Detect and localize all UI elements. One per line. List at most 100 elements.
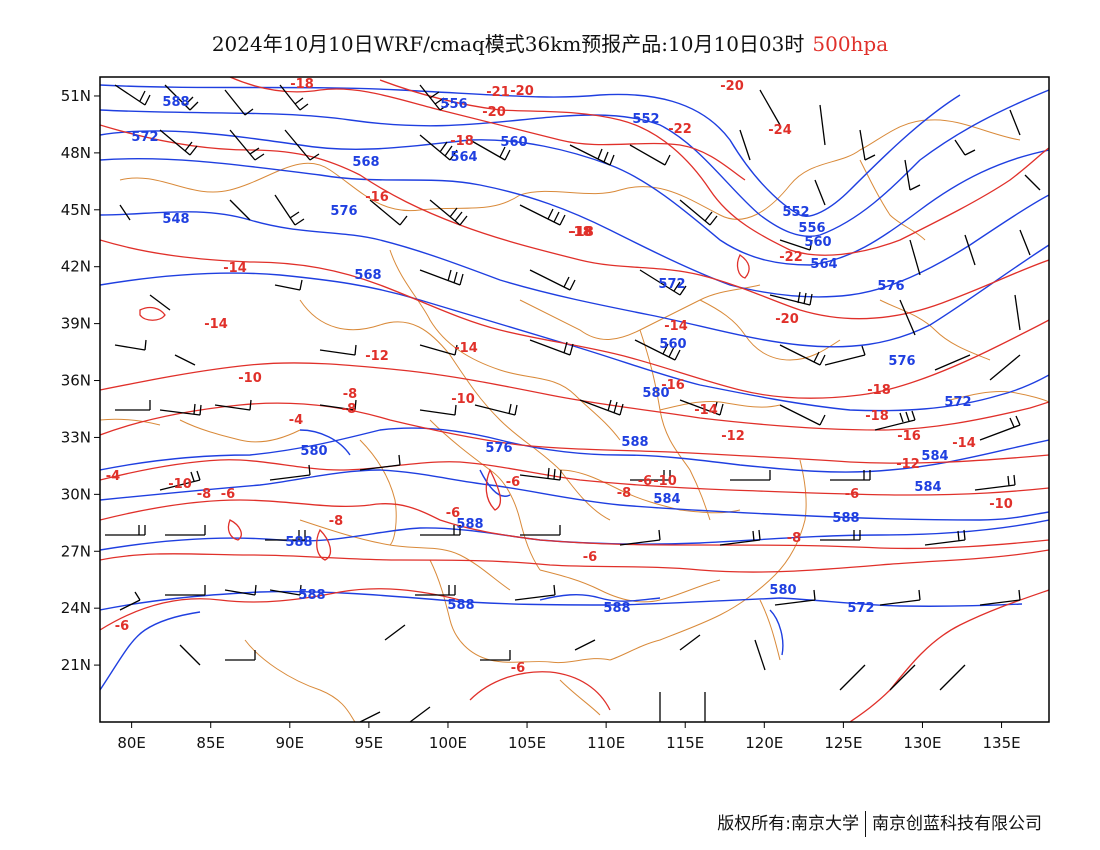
wind-barb xyxy=(719,529,761,546)
height-label: 584 xyxy=(921,449,948,464)
wind-barb xyxy=(159,403,202,416)
temperature-label: -10 xyxy=(168,477,192,492)
height-label: 548 xyxy=(162,212,189,227)
wind-barb xyxy=(630,470,671,481)
lon-tick-label: 135E xyxy=(982,734,1020,752)
wind-barb xyxy=(779,239,813,251)
height-label: 572 xyxy=(658,277,685,292)
temperature-label: -20 xyxy=(720,79,744,94)
wind-barb xyxy=(569,144,615,166)
wind-barb xyxy=(274,279,303,291)
temperature-label: -8 xyxy=(342,402,356,417)
wind-barb xyxy=(814,179,826,206)
wind-barb xyxy=(774,589,816,606)
temperature-label: -8 xyxy=(197,487,211,502)
wind-barb xyxy=(679,634,701,651)
wind-barb xyxy=(634,339,681,361)
height-label: 560 xyxy=(500,135,527,150)
temperature-contours xyxy=(100,77,1049,722)
wind-barb xyxy=(964,234,976,266)
wind-barb xyxy=(819,104,826,146)
temperature-label: -8 xyxy=(617,486,631,501)
wind-barb xyxy=(429,199,468,226)
wind-barb xyxy=(520,525,561,536)
wind-barb xyxy=(279,84,309,111)
wind-barb xyxy=(469,139,511,161)
height-label: 568 xyxy=(354,268,381,283)
wind-barb xyxy=(679,399,724,416)
temperature-label: -21 xyxy=(486,85,510,100)
wind-barb xyxy=(165,585,206,596)
temperature-label: -22 xyxy=(668,122,692,137)
temperature-label: -6 xyxy=(845,487,859,502)
wind-barb xyxy=(529,269,576,291)
wind-barb xyxy=(904,159,921,191)
longitude-axis: 80E 85E 90E 95E 100E 105E 110E 115E 120E 125E 130E… xyxy=(117,722,1021,752)
temperature-label: -20 xyxy=(482,105,506,120)
lat-tick-label: 36N xyxy=(61,372,91,390)
wind-barb xyxy=(115,400,151,411)
lat-tick-label: 33N xyxy=(61,428,91,446)
temperature-label: -6 xyxy=(583,550,597,565)
wind-barb xyxy=(174,354,196,366)
wind-barb xyxy=(514,584,556,601)
temperature-label: -24 xyxy=(768,123,792,138)
temperature-label: -16 xyxy=(365,190,389,205)
map-frame xyxy=(99,76,1050,723)
wind-barb xyxy=(409,706,431,722)
temperature-label: -6 xyxy=(506,475,520,490)
wind-barb xyxy=(979,589,1021,606)
wind-barb xyxy=(529,339,574,356)
lon-tick-label: 120E xyxy=(745,734,783,752)
lat-tick-label: 39N xyxy=(61,315,91,333)
temperature-label: -4 xyxy=(289,413,303,428)
height-label: 552 xyxy=(632,112,659,127)
wind-barb xyxy=(114,339,147,351)
height-label: 552 xyxy=(782,205,809,220)
temperature-label: -6 xyxy=(511,661,525,676)
wind-barb xyxy=(159,129,198,156)
pressure-level: 500hpa xyxy=(812,32,889,56)
height-label: 580 xyxy=(300,444,327,459)
lon-tick-label: 100E xyxy=(429,734,467,752)
wind-barb xyxy=(229,129,265,161)
temperature-label: -18 xyxy=(568,225,592,240)
wind-barb xyxy=(224,89,254,116)
wind-barb xyxy=(265,530,306,541)
height-label: 556 xyxy=(798,221,825,236)
wind-barb xyxy=(579,399,624,416)
wind-barb xyxy=(1024,174,1041,191)
wind-barb xyxy=(224,584,257,596)
footer-divider xyxy=(865,811,866,837)
lon-tick-label: 125E xyxy=(824,734,862,752)
wind-barb xyxy=(889,664,916,691)
chart-title: 2024年10月10日WRF/cmaq模式36km预报产品:10月10日03时 5… xyxy=(0,28,1100,57)
lon-tick-label: 130E xyxy=(903,734,941,752)
wind-barb xyxy=(419,344,458,356)
temperature-label: -14 xyxy=(204,317,228,332)
height-label: 576 xyxy=(888,354,915,369)
temperature-label: -12 xyxy=(721,429,745,444)
wind-barb xyxy=(419,134,458,161)
wind-barb xyxy=(419,269,464,286)
wind-barb xyxy=(899,299,916,336)
wind-barb xyxy=(519,204,566,226)
title-text: 2024年10月10日WRF/cmaq模式36km预报产品:10月10日03时 xyxy=(211,32,805,56)
wind-barb xyxy=(639,269,687,296)
lon-tick-label: 110E xyxy=(587,734,625,752)
lat-tick-label: 21N xyxy=(61,656,91,674)
height-label: 568 xyxy=(352,155,379,170)
height-label: 576 xyxy=(330,204,357,219)
lon-tick-label: 115E xyxy=(666,734,704,752)
temperature-label: -14 xyxy=(223,261,247,276)
temperature-label: -18 xyxy=(290,77,314,92)
lat-tick-label: 27N xyxy=(61,542,91,560)
temperature-label: -12 xyxy=(365,349,389,364)
wind-barb xyxy=(164,84,199,111)
wind-barb xyxy=(874,410,916,431)
wind-barb xyxy=(359,711,381,722)
temperature-label: -10 xyxy=(989,497,1013,512)
wind-barb xyxy=(359,454,401,471)
temperature-label: -8 xyxy=(343,387,357,402)
wind-barb xyxy=(939,664,966,691)
